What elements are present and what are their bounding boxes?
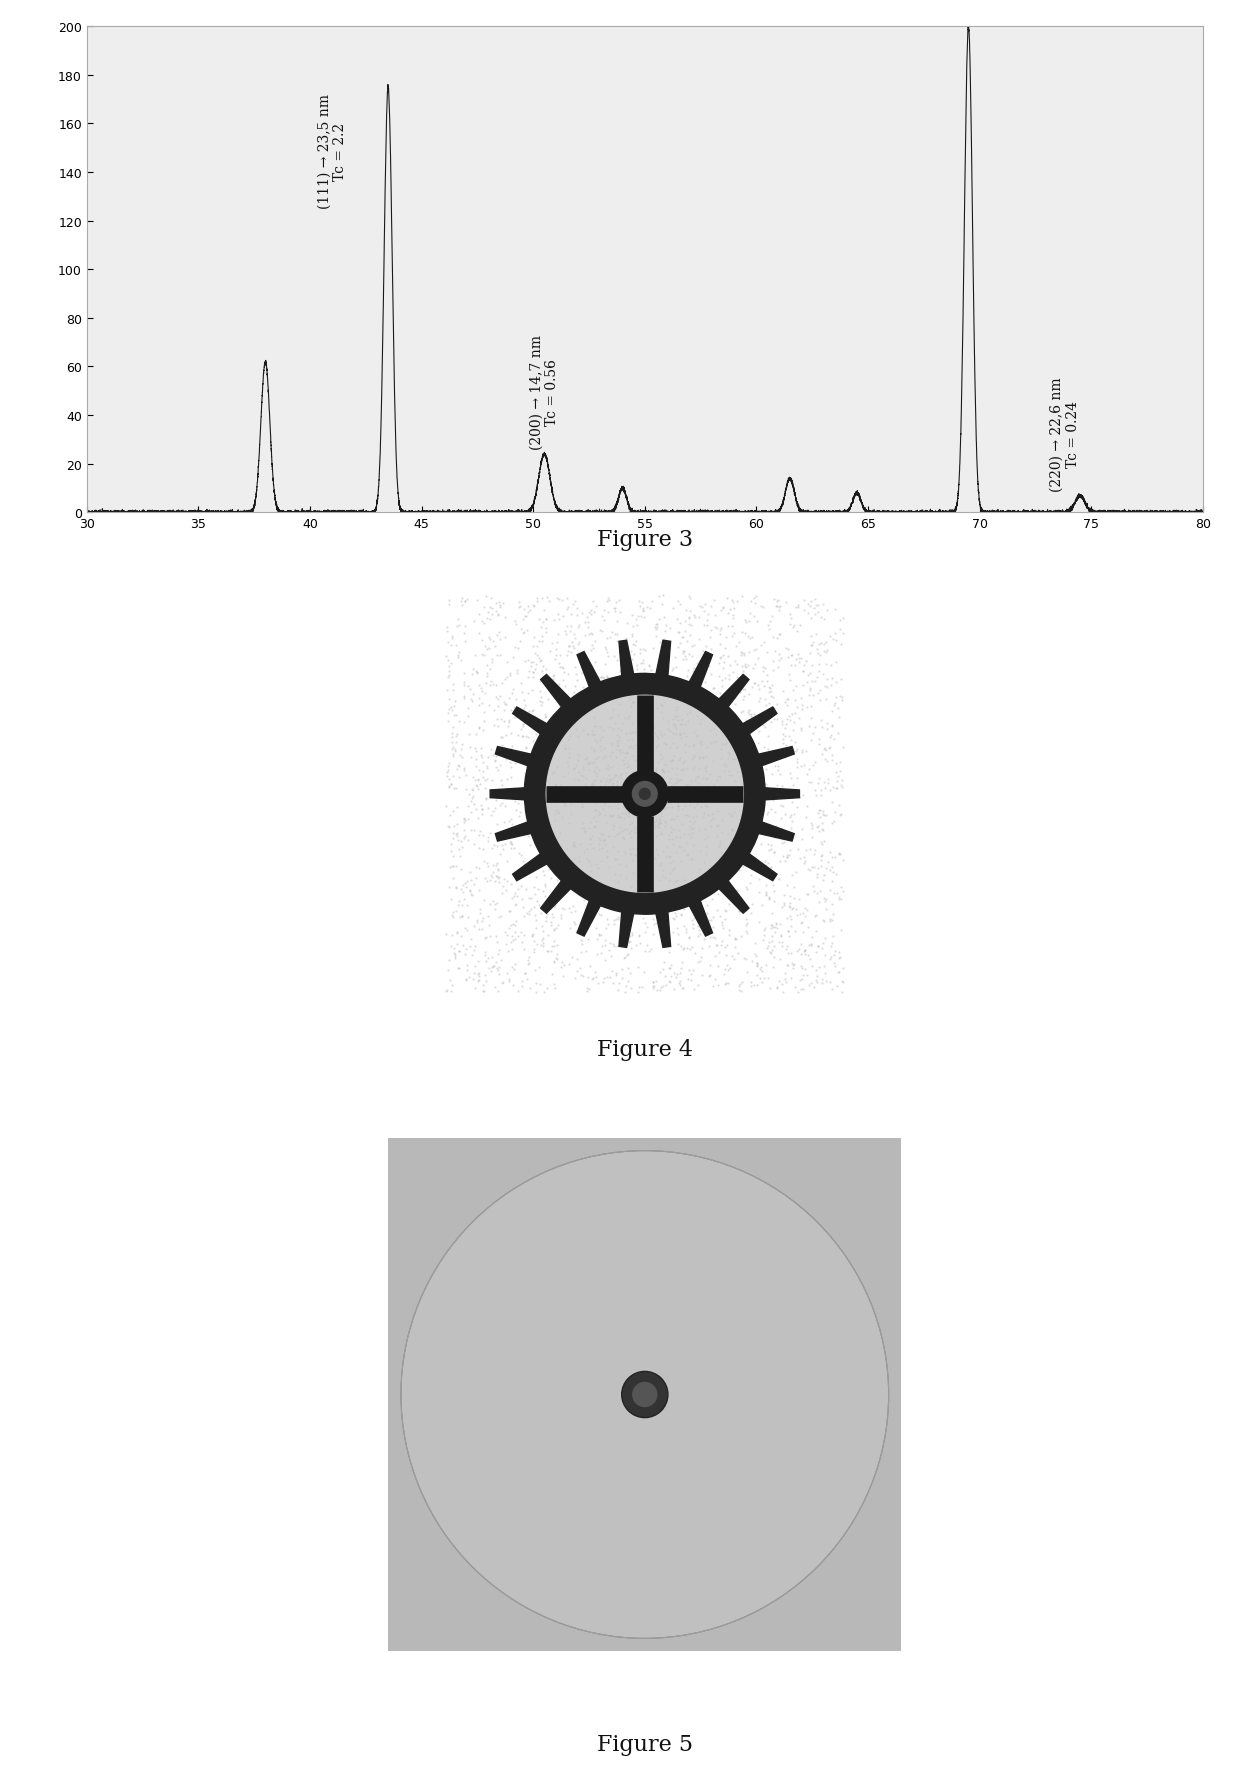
Text: Figure 5: Figure 5 bbox=[596, 1734, 693, 1755]
Text: (111) → 23,5 nm
Tc = 2.2: (111) → 23,5 nm Tc = 2.2 bbox=[317, 95, 347, 209]
Text: (220) → 22,6 nm
Tc = 0.24: (220) → 22,6 nm Tc = 0.24 bbox=[1049, 377, 1080, 492]
Text: Figure 4: Figure 4 bbox=[596, 1038, 693, 1059]
Text: Figure 3: Figure 3 bbox=[596, 530, 693, 551]
Text: (200) → 14,7 nm
Tc = 0.56: (200) → 14,7 nm Tc = 0.56 bbox=[529, 335, 559, 451]
